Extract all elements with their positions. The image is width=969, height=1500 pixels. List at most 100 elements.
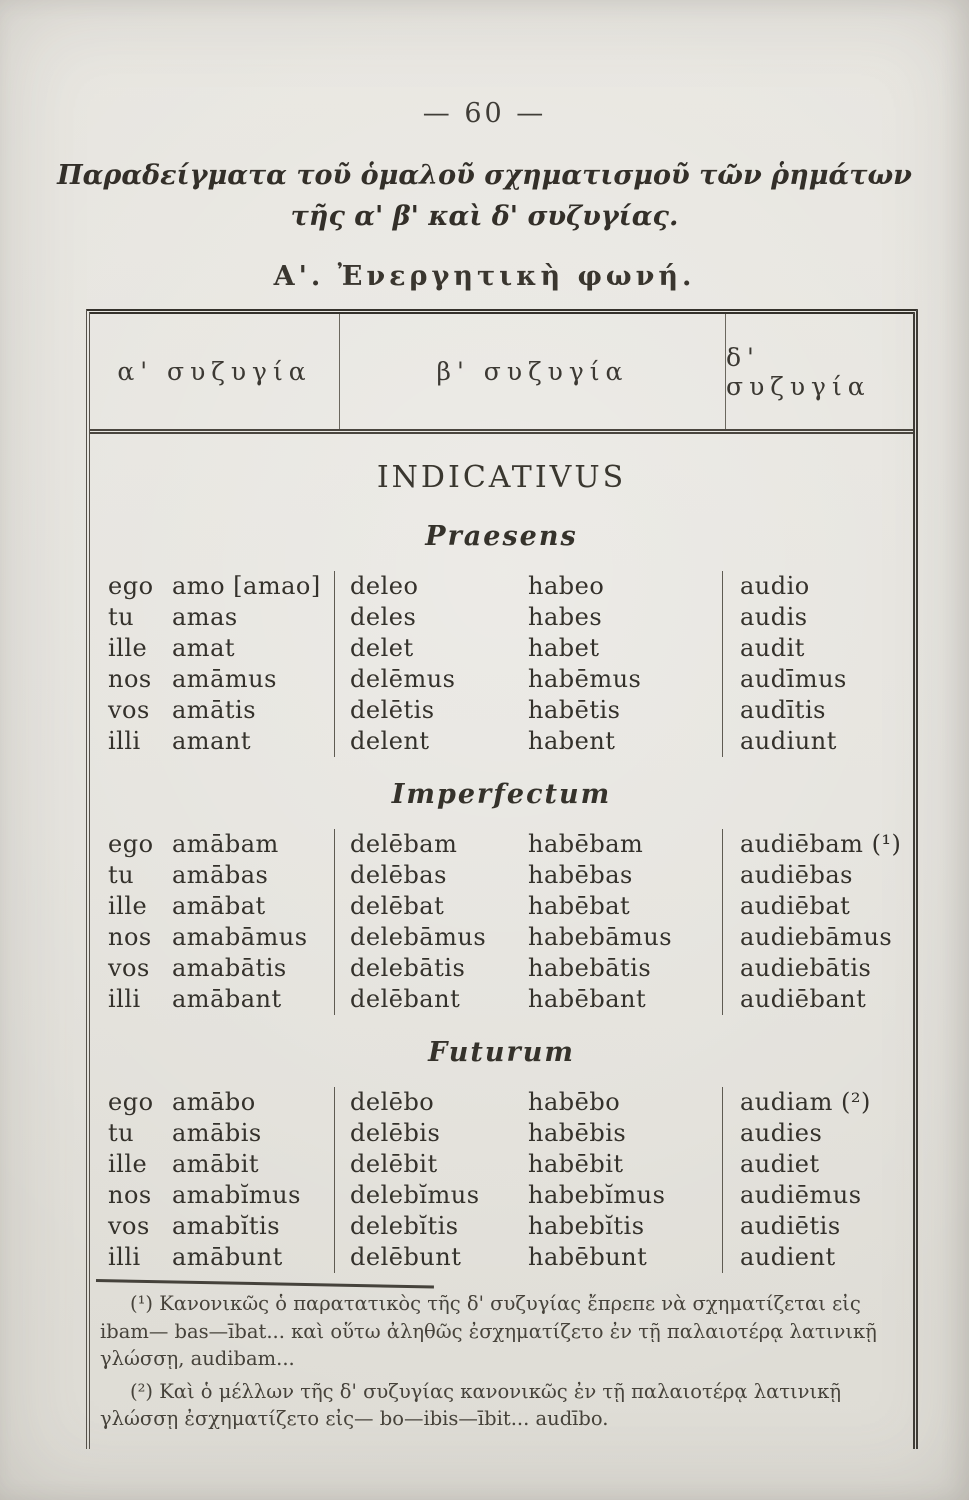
verb-cell: illi amant (90, 726, 334, 757)
verb-form: amābat (172, 892, 266, 920)
tense-heading-imperfectum: Imperfectum (391, 779, 612, 810)
verb-cell: audiet (722, 1149, 922, 1180)
footnote-2: (²) Καὶ ὁ μέλλων τῆς δ' συζυγίας κανονικ… (100, 1379, 842, 1431)
page-number: — 60 — (422, 98, 547, 129)
verb-form: amābit (172, 1150, 260, 1178)
verb-cell: delēmus (334, 664, 514, 695)
table-row: illi amābant delēbant habēbant audiēbant (90, 984, 913, 1015)
pronoun: ego (108, 830, 154, 858)
table-row: illi amant delent habent audiunt (90, 726, 913, 757)
verb-cell: audiam (²) (722, 1087, 922, 1118)
pronoun: nos (108, 923, 152, 951)
verb-cell: audient (722, 1242, 922, 1273)
verb-cell: habētis (528, 696, 621, 724)
verb-cell: delebĭmus (334, 1180, 514, 1211)
table-row: ego amābam delēbam habēbam audiēbam (¹) (90, 829, 913, 860)
pronoun: vos (108, 954, 150, 982)
verb-cell: audiunt (722, 726, 922, 757)
verb-form: amābant (172, 985, 282, 1013)
verb-cell: habēmus (528, 665, 642, 693)
pronoun: nos (108, 1181, 152, 1209)
verb-cell: delēbunt (334, 1242, 514, 1273)
pronoun: illi (108, 1243, 141, 1271)
verb-cell: nos amabāmus (90, 922, 334, 953)
pronoun: tu (108, 861, 135, 889)
footnotes: (¹) Κανονικῶς ὁ παρατατικὸς τῆς δ' συζυγ… (90, 1290, 913, 1433)
table-row: ego amābo delēbo habēbo audiam (²) (90, 1087, 913, 1118)
verb-cell: habent (528, 727, 616, 755)
footnote-divider (95, 1279, 434, 1289)
verb-cell: audiēbant (722, 984, 922, 1015)
pronoun: illi (108, 985, 141, 1013)
verb-form: amabĭmus (172, 1181, 301, 1209)
pronoun: nos (108, 665, 152, 693)
verb-cell: audiebāmus (722, 922, 922, 953)
verb-cell: delebātis (334, 953, 514, 984)
verb-cell: ego amo [amao] (90, 571, 334, 602)
verb-cell: audio (722, 571, 922, 602)
verb-cell: habebāmus (528, 923, 673, 951)
verb-cell: delēbat (334, 891, 514, 922)
table-row: nos amabĭmus delebĭmus habebĭmus audiēmus (90, 1180, 913, 1211)
verb-form: amant (172, 727, 251, 755)
verb-cell: illi amābant (90, 984, 334, 1015)
verb-cell: audiēmus (722, 1180, 922, 1211)
tense-heading-futurum: Futurum (428, 1037, 575, 1068)
verb-cell: delēbas (334, 860, 514, 891)
verb-cell: habēbat (528, 892, 631, 920)
table-row: illi amābunt delēbunt habēbunt audient (90, 1242, 913, 1273)
table-row: vos amabātis delebātis habebātis audiebāt… (90, 953, 913, 984)
verb-cell: habebātis (528, 954, 652, 982)
verb-cell: habebĭtis (528, 1212, 645, 1240)
verb-cell: delet (334, 633, 514, 664)
pronoun: ille (108, 634, 148, 662)
verb-form: amābunt (172, 1243, 283, 1271)
verb-form: amāmus (172, 665, 277, 693)
verb-cell: delēbit (334, 1149, 514, 1180)
table-row: tu amābis delēbis habēbis audies (90, 1118, 913, 1149)
verb-cell: deles (334, 602, 514, 633)
mood-heading: INDICATIVUS (376, 460, 627, 495)
verb-cell: audīmus (722, 664, 922, 695)
verb-cell: ego amābo (90, 1087, 334, 1118)
column-header-a-conjugation: α' συζυγία (117, 357, 312, 386)
verb-cell: habes (528, 603, 603, 631)
verb-cell: audiēbat (722, 891, 922, 922)
verb-cell: delēbo (334, 1087, 514, 1118)
verb-form: amat (172, 634, 236, 662)
verb-cell: audiētis (722, 1211, 922, 1242)
verb-cell: audiēbam (¹) (722, 829, 922, 860)
verb-form: amabĭtis (172, 1212, 281, 1240)
verb-cell: tu amābas (90, 860, 334, 891)
verb-cell: tu amas (90, 602, 334, 633)
verb-cell: audit (722, 633, 922, 664)
verb-cell: habēbit (528, 1150, 624, 1178)
tense-heading-praesens: Praesens (425, 521, 578, 552)
verb-cell: deleo (334, 571, 514, 602)
tense-block-praesens: ego amo [amao] deleo habeo audio tu amas d… (90, 571, 913, 757)
verb-cell: habeo (528, 572, 605, 600)
verb-form: amas (172, 603, 238, 631)
verb-cell: delebĭtis (334, 1211, 514, 1242)
verb-cell: habēbant (528, 985, 647, 1013)
verb-cell: habēbo (528, 1088, 621, 1116)
tense-block-futurum: ego amābo delēbo habēbo audiam (²) tu amāb… (90, 1087, 913, 1273)
verb-cell: habēbam (528, 830, 644, 858)
table-row: nos amabāmus delebāmus habebāmus audiebām… (90, 922, 913, 953)
verb-cell: vos amabātis (90, 953, 334, 984)
verb-cell: audiebātis (722, 953, 922, 984)
page-title-line1: Παραδείγματα τοῦ ὁμαλοῦ σχηματισμοῦ τῶν … (57, 160, 912, 191)
verb-cell: illi amābunt (90, 1242, 334, 1273)
pronoun: vos (108, 696, 150, 724)
table-row: ego amo [amao] deleo habeo audio (90, 571, 913, 602)
verb-cell: nos amāmus (90, 664, 334, 695)
verb-cell: habēbis (528, 1119, 627, 1147)
verb-cell: delēbam (334, 829, 514, 860)
page-title-line2: τῆς α' β' καὶ δ' συζυγίας. (290, 201, 679, 232)
verb-form: amābas (172, 861, 269, 889)
verb-form: amabāmus (172, 923, 308, 951)
verb-cell: habet (528, 634, 600, 662)
section-heading: Α'. Ἐνεργητικὴ φωνή. (273, 261, 696, 292)
verb-cell: audītis (722, 695, 922, 726)
